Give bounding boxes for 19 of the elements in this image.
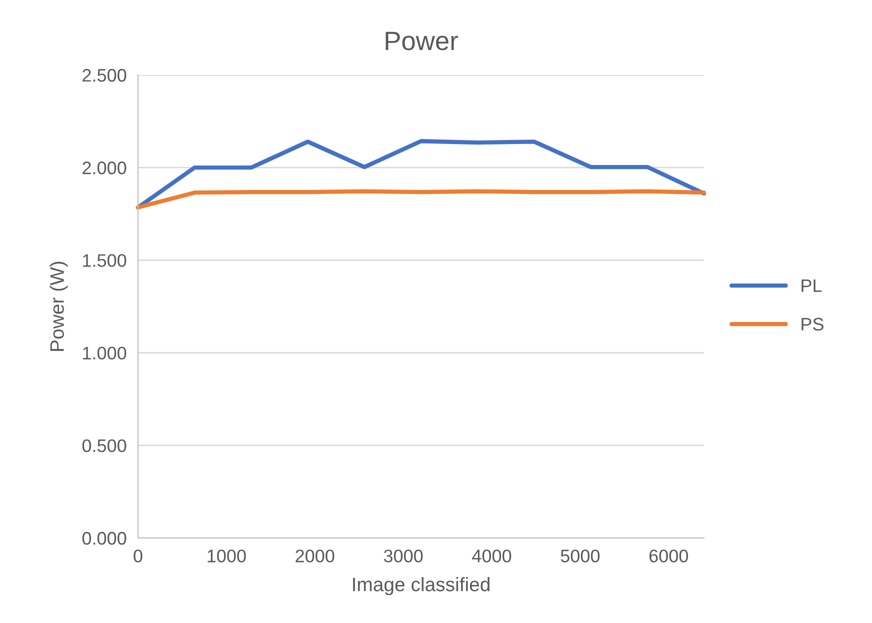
x-tick-label: 6000 [649, 550, 688, 562]
y-tick-label: 2.500 [82, 68, 126, 82]
y-tick-label: 1.500 [83, 254, 126, 267]
legend-label: PS [802, 318, 824, 331]
x-tick-label: 1000 [208, 550, 246, 562]
y-tick-label: 1.000 [83, 346, 126, 360]
x-tick-label: 4000 [472, 550, 512, 562]
line-series [136, 189, 706, 210]
y-tick-label: 0.500 [82, 439, 126, 452]
x-axis-title: Image classified [353, 577, 490, 596]
y-tick-label: 2.000 [82, 162, 126, 174]
chart-title: Power [386, 32, 458, 50]
x-tick-label: 3000 [384, 550, 423, 562]
y-tick-label: 0.000 [82, 532, 126, 545]
legend-label: PL [802, 280, 822, 292]
y-axis-title: Power (W) [50, 262, 68, 351]
x-tick-label: 0 [134, 550, 142, 562]
x-tick-label: 2000 [296, 550, 334, 562]
x-tick-label: 5000 [560, 550, 600, 562]
